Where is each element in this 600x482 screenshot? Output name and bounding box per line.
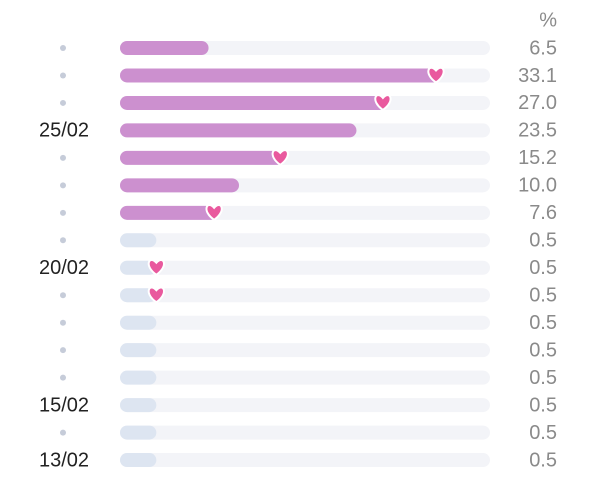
- row-dot: [60, 292, 66, 299]
- bar: [120, 343, 157, 358]
- bar: [120, 453, 157, 468]
- value-label: 10.0: [518, 175, 557, 197]
- row-dot: [60, 182, 66, 189]
- bar: [120, 178, 240, 193]
- bar-track: [120, 425, 490, 440]
- bar: [120, 370, 157, 385]
- row-dot: [60, 99, 66, 106]
- value-label: 0.5: [529, 339, 557, 361]
- value-label: 0.5: [529, 230, 557, 252]
- value-label: 0.5: [529, 449, 557, 471]
- category-label: 15/02: [39, 394, 89, 416]
- heart-marker: [427, 66, 445, 84]
- heart-marker: [271, 149, 289, 167]
- value-label: 15.2: [518, 147, 557, 169]
- value-label: 0.5: [529, 422, 557, 444]
- row-dot: [60, 374, 66, 381]
- value-label: 7.6: [529, 202, 557, 224]
- row-dot: [60, 319, 66, 326]
- value-label: 6.5: [529, 37, 557, 59]
- bar: [120, 150, 285, 165]
- value-label: 0.5: [529, 367, 557, 389]
- bar-track: [120, 260, 490, 275]
- bar-track: [120, 453, 490, 468]
- bar: [120, 205, 219, 220]
- value-label: 0.5: [529, 312, 557, 334]
- row-dot: [60, 154, 66, 161]
- row-dot: [60, 209, 66, 216]
- bar-track: [120, 343, 490, 358]
- row-dot: [60, 72, 66, 79]
- bar-track: [120, 315, 490, 330]
- bar: [120, 233, 157, 248]
- value-label: 0.5: [529, 285, 557, 307]
- heart-marker: [147, 259, 165, 276]
- bar: [120, 260, 157, 275]
- heart-marker: [374, 94, 392, 112]
- bar-track: [120, 233, 490, 248]
- value-label: 33.1: [518, 65, 557, 87]
- value-label: 23.5: [518, 120, 557, 142]
- row-dot: [60, 237, 66, 244]
- bar: [120, 123, 357, 138]
- value-label: 0.5: [529, 394, 557, 416]
- bar: [120, 315, 157, 330]
- bar-track: [120, 41, 490, 55]
- heart-marker: [205, 204, 223, 222]
- bar: [120, 68, 440, 83]
- category-label: 25/02: [39, 120, 89, 142]
- bar-track: [120, 398, 490, 413]
- row-dot: [60, 45, 66, 51]
- bar: [120, 41, 209, 55]
- bar: [120, 288, 157, 303]
- bar-track: [120, 288, 490, 303]
- row-dot: [60, 347, 66, 354]
- row-dot: [60, 429, 66, 436]
- bar-track: [120, 370, 490, 385]
- unit-label: %: [539, 9, 557, 31]
- category-label: 13/02: [39, 449, 89, 471]
- bar: [120, 425, 157, 440]
- bar: [120, 95, 387, 110]
- value-label: 27.0: [518, 92, 557, 114]
- bar: [120, 398, 157, 413]
- heart-marker: [147, 286, 165, 304]
- category-label: 20/02: [39, 257, 89, 279]
- value-label: 0.5: [529, 257, 557, 279]
